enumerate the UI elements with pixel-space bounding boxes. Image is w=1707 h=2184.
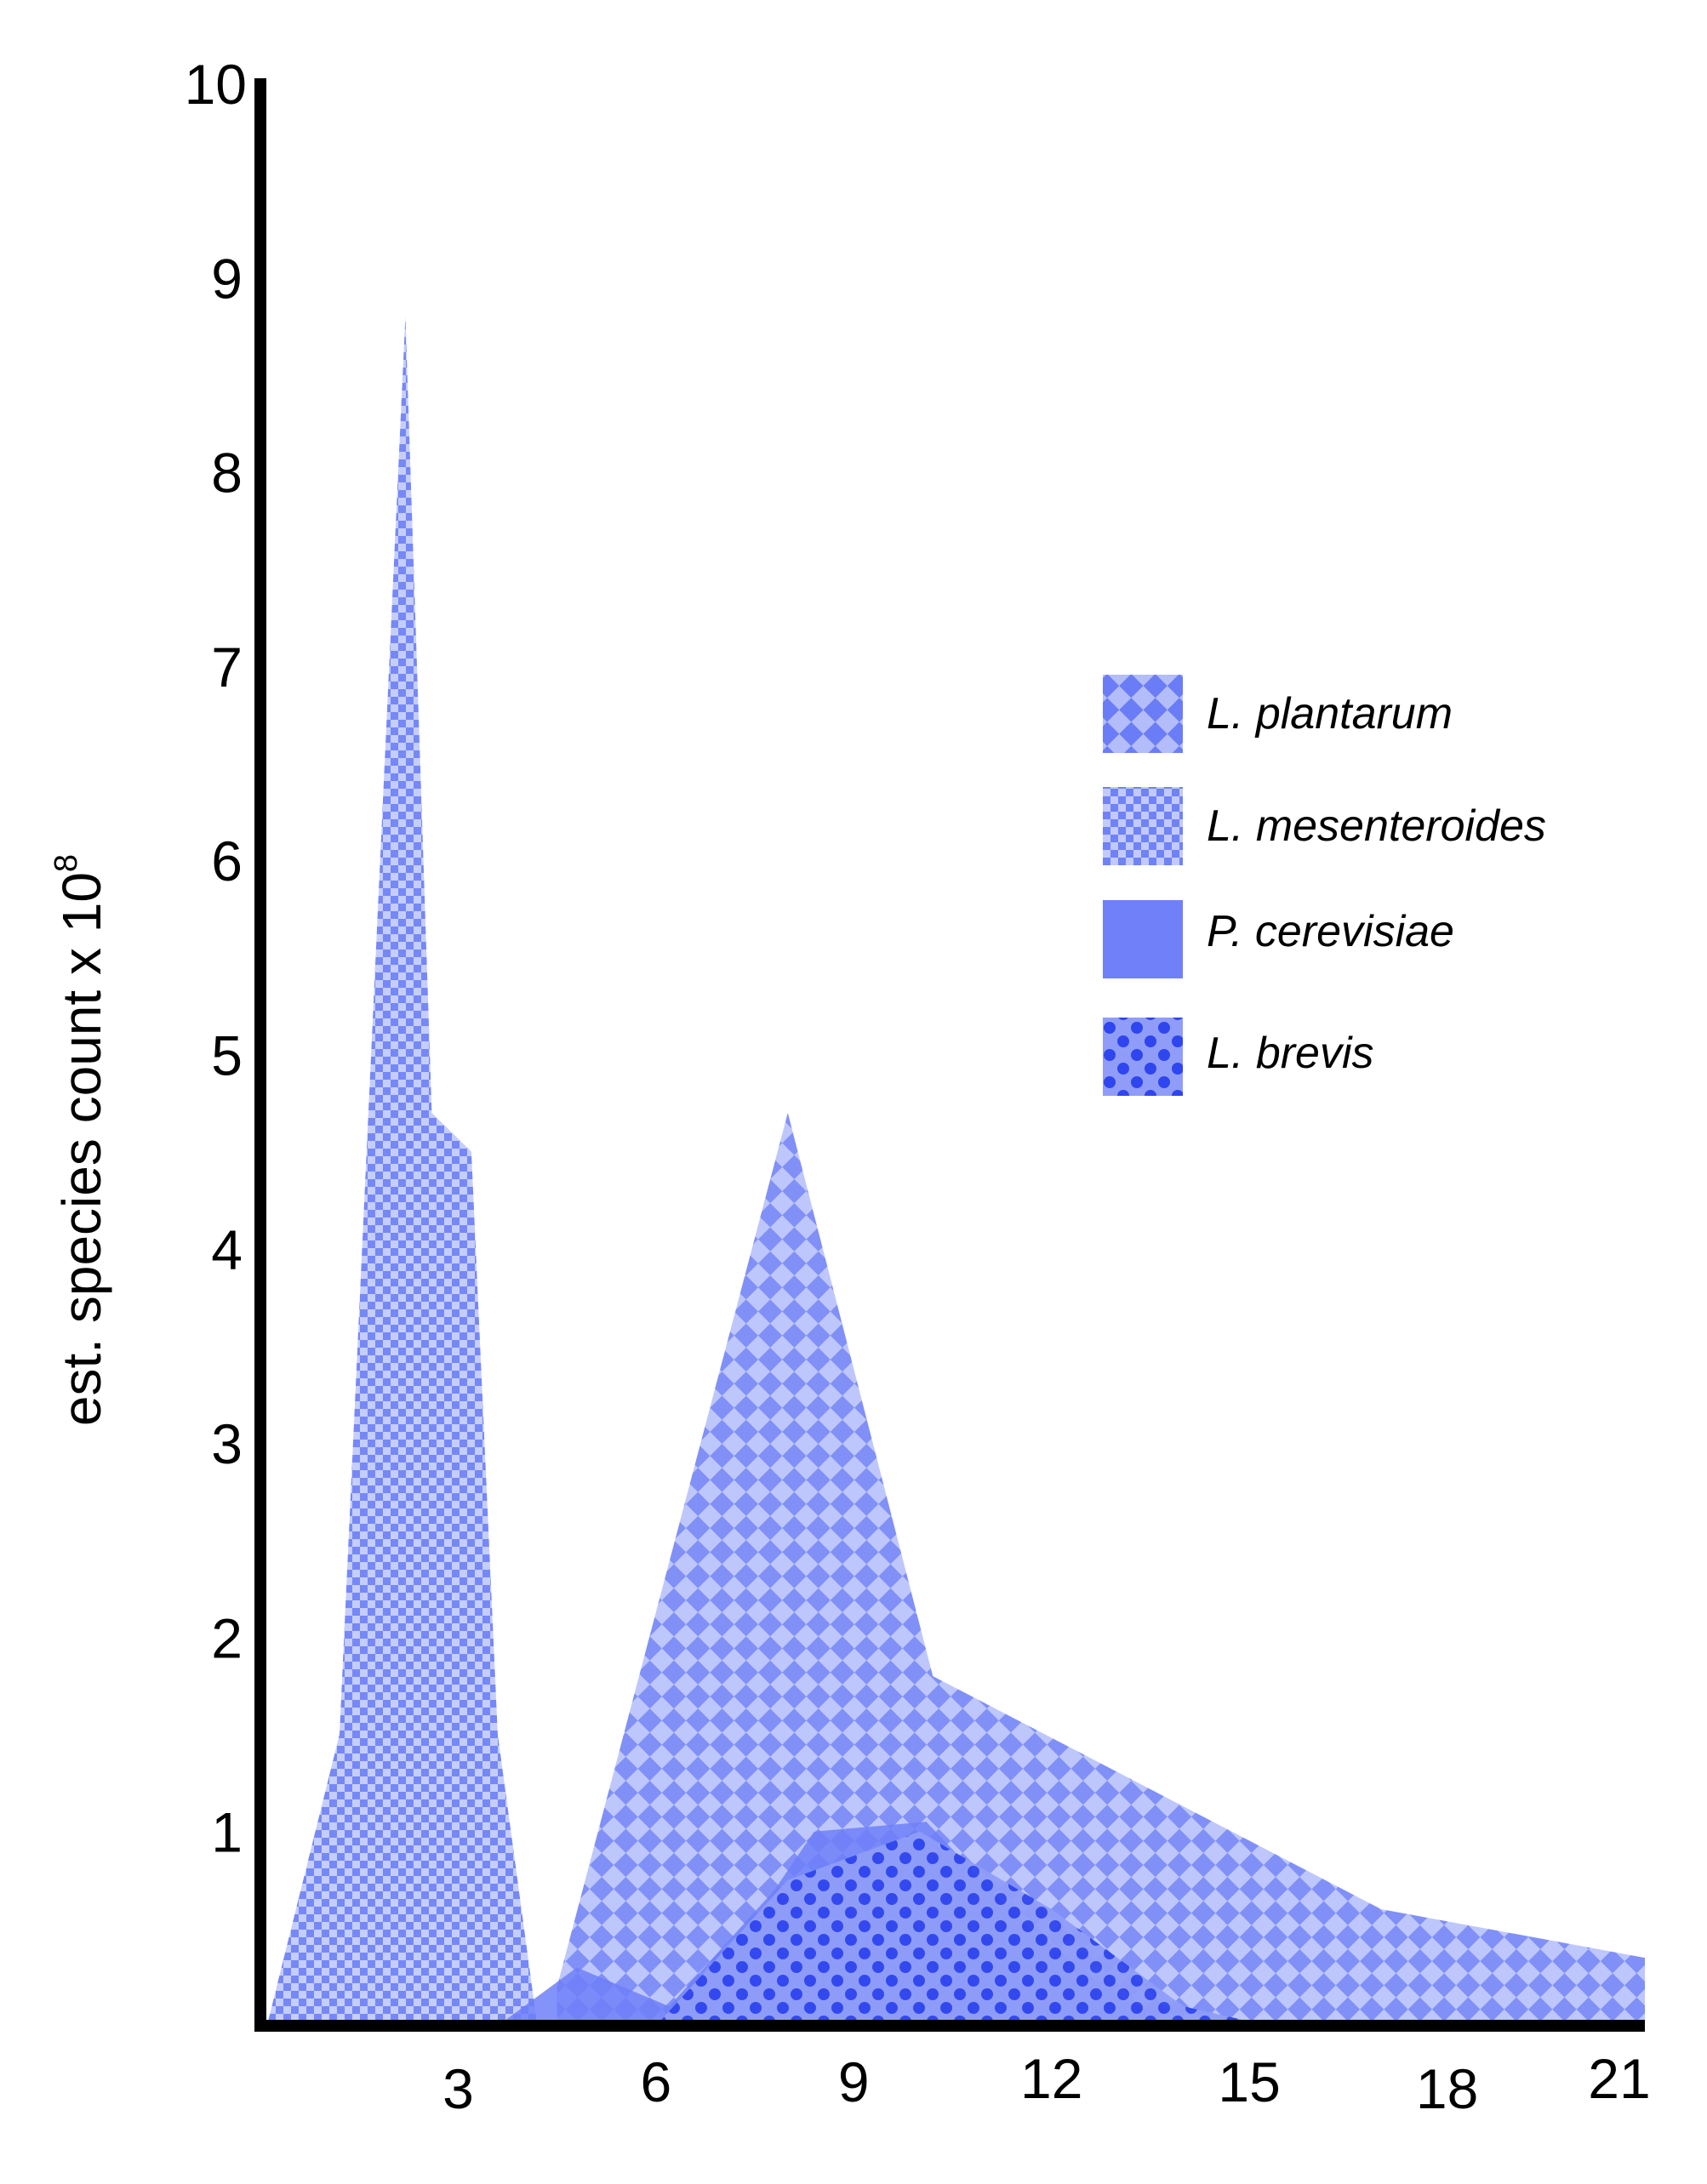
y-tick-labels: 1 2 3 4 5 6 7 8 9 10 <box>185 53 247 1864</box>
y-tick-label: 9 <box>211 247 243 310</box>
y-tick-label: 8 <box>211 442 243 505</box>
legend-swatch-l-plantarum <box>1103 675 1183 753</box>
legend-item-l-brevis: L. brevis <box>1103 1018 1374 1096</box>
legend-label-p-cerevisiae: P. cerevisiae <box>1207 907 1454 956</box>
x-tick-label: 12 <box>1020 2047 1082 2110</box>
plot-areas <box>266 316 1645 2026</box>
y-axis-title-exponent: 8 <box>49 854 84 872</box>
y-axis-title-text: est. species count x 10 <box>51 872 112 1426</box>
y-tick-label: 2 <box>211 1606 243 1669</box>
x-tick-label: 6 <box>640 2050 671 2113</box>
legend-label-l-plantarum: L. plantarum <box>1207 689 1453 738</box>
y-axis-title: est. species count x 108 <box>49 854 112 1426</box>
y-tick-label: 1 <box>211 1801 243 1864</box>
area-l-plantarum <box>557 1113 1645 2026</box>
legend-item-l-mesenteroides: L. mesenteroides <box>1103 787 1546 865</box>
x-tick-label: 3 <box>442 2057 474 2120</box>
y-tick-label: 7 <box>211 636 243 699</box>
y-tick-label: 10 <box>185 53 247 116</box>
x-tick-label: 9 <box>838 2050 870 2113</box>
legend-swatch-l-brevis <box>1103 1018 1183 1096</box>
legend-swatch-l-mesenteroides <box>1103 787 1183 865</box>
legend-item-l-plantarum: L. plantarum <box>1103 675 1453 753</box>
legend-label-l-mesenteroides: L. mesenteroides <box>1207 801 1546 851</box>
y-tick-label: 4 <box>211 1218 243 1281</box>
x-tick-label: 21 <box>1588 2047 1650 2110</box>
legend-swatch-p-cerevisiae <box>1103 900 1183 978</box>
legend: L. plantarum L. mesenteroides P. cerevis… <box>1103 675 1546 1096</box>
legend-item-p-cerevisiae: P. cerevisiae <box>1103 900 1454 978</box>
x-tick-label: 18 <box>1416 2057 1478 2120</box>
area-l-mesenteroides <box>266 316 571 2026</box>
y-tick-label: 6 <box>211 830 243 892</box>
x-tick-labels: 3 6 9 12 15 18 21 <box>442 2047 1651 2120</box>
legend-label-l-brevis: L. brevis <box>1207 1029 1374 1078</box>
y-tick-label: 5 <box>211 1024 243 1087</box>
x-tick-label: 15 <box>1218 2050 1280 2113</box>
area-l-brevis <box>655 1831 1270 2026</box>
y-tick-label: 3 <box>211 1412 243 1475</box>
